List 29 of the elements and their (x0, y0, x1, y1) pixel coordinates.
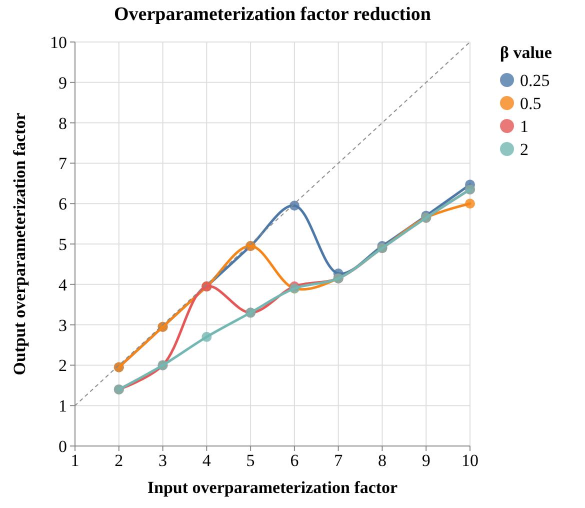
x-tick-label: 3 (158, 451, 168, 470)
y-tick-label: 10 (50, 33, 67, 52)
x-tick-label: 1 (70, 451, 80, 470)
legend-label: 1 (520, 117, 528, 136)
y-tick-label: 4 (58, 275, 68, 294)
x-tick-label: 10 (462, 451, 478, 470)
x-tick-label: 7 (334, 451, 344, 470)
legend-label: 0.5 (520, 94, 542, 113)
y-tick-label: 3 (58, 316, 67, 335)
x-tick-label: 8 (378, 451, 386, 470)
y-tick-label: 8 (58, 114, 67, 133)
x-tick-label: 5 (246, 451, 255, 470)
x-tick-label: 6 (290, 451, 299, 470)
y-axis-title: Output overparameterization factor (10, 112, 29, 376)
y-tick-label: 7 (58, 154, 68, 174)
y-tick-label: 2 (58, 356, 67, 376)
y-tick-label: 5 (58, 235, 67, 254)
y-tick-label: 0 (58, 437, 67, 456)
y-tick-label: 6 (58, 194, 67, 214)
y-tick-label: 1 (58, 396, 67, 416)
chart-title: Overparameterization factor reduction (114, 4, 432, 25)
x-tick-label: 4 (202, 451, 212, 470)
legend-title: β value (500, 43, 552, 62)
x-axis-title: Input overparameterization factor (147, 478, 398, 497)
x-tick-label: 2 (114, 451, 124, 470)
x-tick-label: 9 (422, 451, 430, 470)
legend-label: 0.25 (520, 71, 550, 90)
y-tick-label: 9 (58, 73, 67, 92)
legend-label: 2 (520, 140, 528, 159)
